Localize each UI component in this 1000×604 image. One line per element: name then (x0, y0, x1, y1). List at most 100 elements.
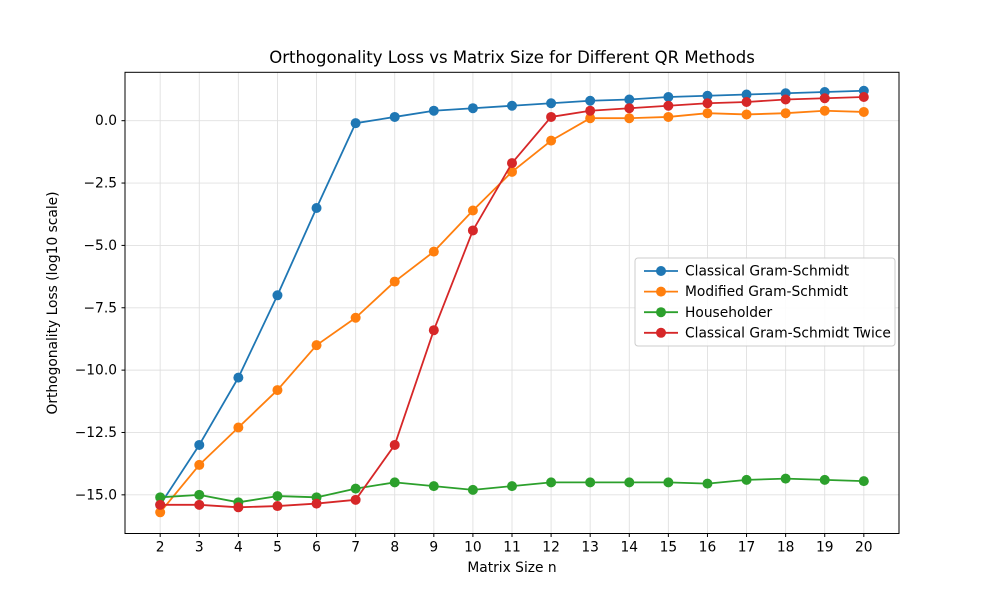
data-point (585, 105, 596, 116)
x-tick-label: 2 (156, 540, 165, 556)
data-series (155, 85, 869, 518)
x-tick-label: 5 (273, 540, 282, 556)
legend-sample-marker (656, 327, 666, 338)
data-point (819, 474, 830, 485)
data-point (741, 474, 752, 485)
data-point (428, 246, 439, 257)
x-tick-label: 11 (503, 540, 521, 556)
data-point (389, 477, 400, 488)
data-point (194, 489, 205, 500)
y-axis-label: Orthogonality Loss (log10 scale) (45, 191, 61, 414)
data-point (507, 166, 517, 177)
x-tick-label: 15 (660, 540, 678, 556)
data-point (663, 91, 674, 102)
legend-entry-modified-gram-schmidt: Modified Gram-Schmidt (644, 284, 849, 300)
x-tick-label: 14 (620, 540, 638, 556)
data-point (155, 492, 166, 503)
data-point (780, 94, 791, 105)
data-point (702, 108, 713, 119)
x-tick-label: 19 (816, 540, 834, 556)
axis-ticks: 2 3 4 5 6 7 8 9 10 11 12 13 14 15 16 17 18 19 20 0.0 −2.5 −5.… (75, 113, 873, 555)
data-point (389, 111, 400, 122)
legend-entry-label: Classical Gram-Schmidt Twice (685, 325, 891, 341)
legend: Classical Gram-Schmidt Modified Gram-Schm… (634, 257, 896, 347)
data-point (546, 98, 557, 109)
data-point (311, 202, 322, 213)
data-point (311, 340, 322, 351)
y-tick-label: −10.0 (75, 363, 117, 379)
y-tick-label: −5.0 (83, 238, 117, 254)
data-point (507, 100, 517, 111)
data-point (311, 498, 322, 509)
x-tick-label: 10 (464, 540, 482, 556)
data-point (350, 494, 361, 505)
data-point (858, 476, 869, 487)
data-point (272, 501, 283, 512)
legend-sample-marker (656, 266, 666, 276)
legend-entry-classical-gram-schmidt: Classical Gram-Schmidt (644, 264, 850, 280)
data-point (507, 158, 517, 169)
y-tick-label: 0.0 (95, 113, 117, 129)
y-tick-label: −15.0 (75, 487, 117, 503)
legend-entry-label: Classical Gram-Schmidt (685, 264, 850, 280)
data-point (467, 205, 478, 216)
data-point (780, 108, 791, 119)
data-point (350, 483, 361, 494)
data-point (272, 491, 283, 502)
data-point (585, 95, 596, 106)
x-tick-label: 7 (351, 540, 360, 556)
data-point (194, 459, 205, 470)
legend-entry-label: Modified Gram-Schmidt (685, 284, 849, 300)
data-point (194, 499, 205, 510)
x-tick-label: 17 (738, 540, 756, 556)
chart-title: Orthogonality Loss vs Matrix Size for Di… (269, 48, 755, 67)
data-point (819, 105, 830, 116)
data-point (233, 502, 244, 513)
x-tick-label: 18 (777, 540, 795, 556)
y-tick-label: −7.5 (83, 300, 117, 316)
series-householder (155, 473, 869, 508)
data-point (702, 98, 713, 109)
data-point (585, 113, 596, 124)
legend-entry-classical-gram-schmidt-twice: Classical Gram-Schmidt Twice (644, 325, 891, 341)
data-point (272, 290, 283, 301)
data-point (272, 385, 283, 396)
x-tick-label: 9 (429, 540, 438, 556)
x-tick-label: 4 (234, 540, 243, 556)
data-point (233, 372, 244, 383)
data-point (702, 90, 713, 101)
x-tick-label: 20 (855, 540, 873, 556)
x-tick-label: 12 (542, 540, 560, 556)
x-tick-label: 3 (195, 540, 204, 556)
data-point (389, 276, 400, 287)
y-tick-label: −12.5 (75, 425, 117, 441)
legend-sample-marker (656, 286, 666, 297)
x-tick-label: 13 (581, 540, 599, 556)
data-point (702, 478, 713, 489)
data-point (428, 481, 439, 492)
data-point (467, 225, 478, 236)
x-tick-label: 6 (312, 540, 321, 556)
data-point (507, 481, 517, 492)
data-point (858, 106, 869, 117)
data-point (741, 89, 752, 100)
data-point (546, 111, 557, 122)
data-point (780, 473, 791, 484)
data-point (858, 91, 869, 102)
data-point (585, 477, 596, 488)
data-point (663, 100, 674, 111)
data-point (663, 477, 674, 488)
data-point (624, 113, 635, 124)
data-point (624, 477, 635, 488)
x-tick-label: 8 (390, 540, 399, 556)
data-point (546, 477, 557, 488)
data-point (233, 422, 244, 433)
data-point (194, 439, 205, 450)
data-point (467, 484, 478, 495)
data-point (741, 109, 752, 120)
data-point (428, 325, 439, 336)
data-point (624, 94, 635, 105)
x-tick-label: 16 (699, 540, 717, 556)
data-point (428, 105, 439, 116)
